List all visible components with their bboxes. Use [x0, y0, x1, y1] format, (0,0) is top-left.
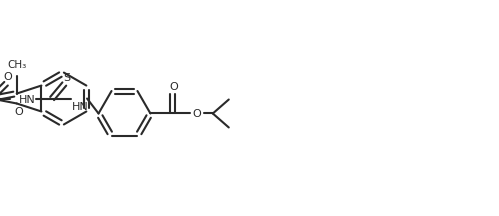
Text: O: O: [170, 82, 178, 92]
Text: O: O: [3, 72, 12, 82]
Text: HN: HN: [19, 95, 35, 105]
Text: CH₃: CH₃: [7, 60, 26, 70]
Text: O: O: [14, 107, 23, 117]
Text: O: O: [193, 110, 201, 119]
Text: S: S: [63, 73, 70, 83]
Text: HN: HN: [72, 102, 88, 111]
